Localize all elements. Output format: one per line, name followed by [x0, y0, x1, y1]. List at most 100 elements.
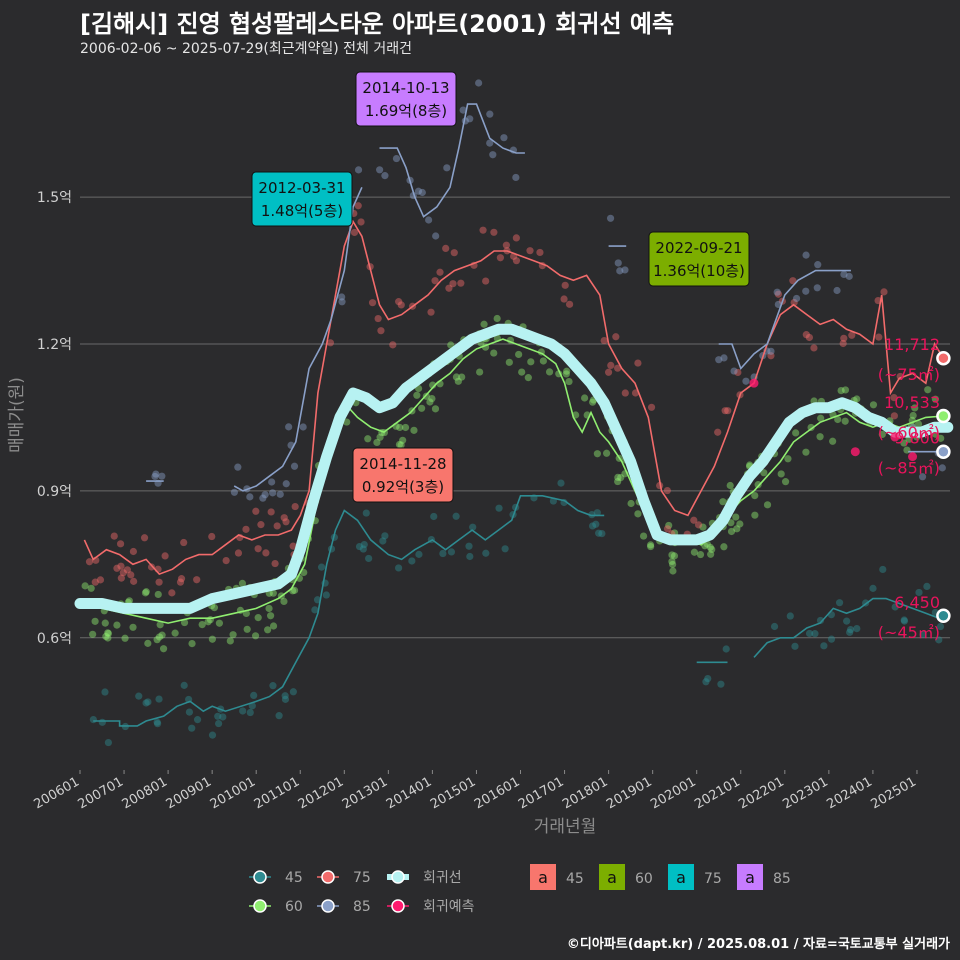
scatter-point-60	[154, 590, 162, 599]
y-tick-label: 1.5억	[37, 190, 72, 206]
legend-box-glyph: a	[745, 868, 755, 887]
scatter-point-75	[161, 552, 169, 560]
legend-box-key	[737, 864, 763, 890]
scatter-point-45	[430, 512, 438, 521]
scatter-point-85	[259, 494, 267, 502]
prediction-point	[908, 452, 918, 462]
scatter-point-60	[101, 619, 109, 627]
scatter-point-85	[489, 151, 497, 159]
scatter-point-60	[490, 349, 498, 357]
source-caption: ©디아파트(dapt.kr) / 2025.08.01 / 자료=국토교통부 실…	[566, 937, 950, 952]
scatter-point-60	[373, 438, 381, 447]
x-tick-label: 202301	[780, 774, 830, 812]
series-line-45	[93, 495, 605, 727]
scatter-point-85	[486, 110, 494, 118]
scatter-point-85	[269, 489, 277, 497]
scatter-point-85	[376, 166, 384, 174]
legend-label: 75	[353, 870, 371, 886]
scatter-point-75	[442, 244, 450, 253]
scatter-point-75	[875, 333, 883, 341]
scatter-point-60	[720, 543, 728, 551]
scatter-point-60	[431, 405, 440, 413]
scatter-point-45	[415, 550, 423, 558]
x-tick-label: 201901	[604, 774, 654, 812]
scatter-point-60	[418, 404, 426, 412]
scatter-point-75	[647, 403, 656, 411]
scatter-point-75	[127, 571, 135, 579]
scatter-point-60	[707, 550, 715, 558]
y-tick-label: 0.6억	[37, 631, 72, 647]
scatter-point-45	[869, 584, 877, 592]
x-tick-label: 202501	[868, 774, 918, 812]
scatter-point-45	[811, 630, 819, 638]
series-line-75	[83, 219, 945, 576]
scatter-point-60	[458, 373, 466, 381]
scatter-point-75	[445, 284, 453, 292]
scatter-point-75	[805, 333, 813, 342]
scatter-point-60	[454, 377, 462, 385]
scatter-point-60	[690, 548, 699, 556]
scatter-point-75	[789, 277, 797, 285]
scatter-point-60	[410, 426, 418, 434]
scatter-point-45	[466, 552, 474, 561]
x-tick-label: 201401	[384, 774, 434, 812]
scatter-point-85	[512, 173, 520, 182]
series-line-85	[233, 186, 363, 492]
scatter-point-45	[588, 522, 597, 530]
scatter-point-45	[135, 692, 143, 700]
scatter-point-60	[733, 525, 741, 533]
scatter-point-85	[814, 261, 822, 269]
scatter-point-60	[215, 619, 224, 627]
scatter-point-60	[129, 623, 137, 631]
scatter-point-45	[275, 712, 283, 720]
scatter-point-45	[935, 636, 943, 644]
scatter-point-60	[364, 435, 372, 443]
scatter-point-60	[647, 542, 655, 551]
scatter-point-75	[91, 578, 99, 586]
scatter-point-60	[401, 423, 410, 432]
legend-label: 85	[353, 899, 371, 915]
scatter-point-85	[475, 79, 483, 87]
scatter-point-60	[113, 621, 121, 629]
end-point-(~45㎡)	[936, 608, 951, 624]
scatter-point-75	[119, 569, 127, 577]
scatter-point-75	[724, 407, 732, 415]
scatter-point-60	[89, 630, 97, 638]
scatter-point-60	[395, 440, 404, 449]
scatter-point-45	[791, 642, 799, 650]
scatter-point-60	[751, 492, 759, 500]
scatter-point-85	[290, 462, 299, 470]
scatter-point-75	[257, 521, 265, 529]
annotation-price: 0.92억(3층)	[362, 478, 444, 496]
scatter-point-75	[123, 566, 131, 574]
scatter-point-75	[242, 525, 250, 533]
scatter-point-85	[500, 134, 508, 142]
scatter-point-75	[117, 574, 125, 582]
end-size-label: (~60㎡)	[878, 423, 940, 442]
scatter-point-60	[397, 441, 405, 449]
scatter-point-60	[141, 589, 150, 597]
scatter-point-85	[621, 266, 629, 274]
x-axis-title: 거래년월	[534, 817, 597, 837]
legend-box-key	[599, 864, 625, 890]
scatter-point-45	[592, 520, 600, 528]
scatter-point-60	[505, 358, 513, 366]
scatter-point-85	[938, 464, 946, 472]
scatter-point-45	[289, 688, 297, 696]
scatter-point-45	[805, 629, 814, 638]
scatter-point-45	[215, 719, 223, 728]
scatter-point-45	[359, 545, 367, 553]
scatter-point-75	[113, 564, 121, 572]
x-tick-label: 200601	[32, 774, 82, 812]
annotation-date: 2012-03-31	[258, 179, 345, 197]
scatter-point-85	[606, 214, 615, 222]
scatter-point-75	[252, 507, 260, 515]
scatter-point-60	[924, 386, 932, 394]
scatter-point-85	[802, 287, 810, 295]
scatter-point-45	[593, 509, 601, 517]
scatter-point-85	[742, 377, 750, 385]
scatter-point-45	[501, 545, 509, 553]
scatter-point-60	[565, 377, 573, 386]
scatter-point-45	[379, 537, 387, 545]
